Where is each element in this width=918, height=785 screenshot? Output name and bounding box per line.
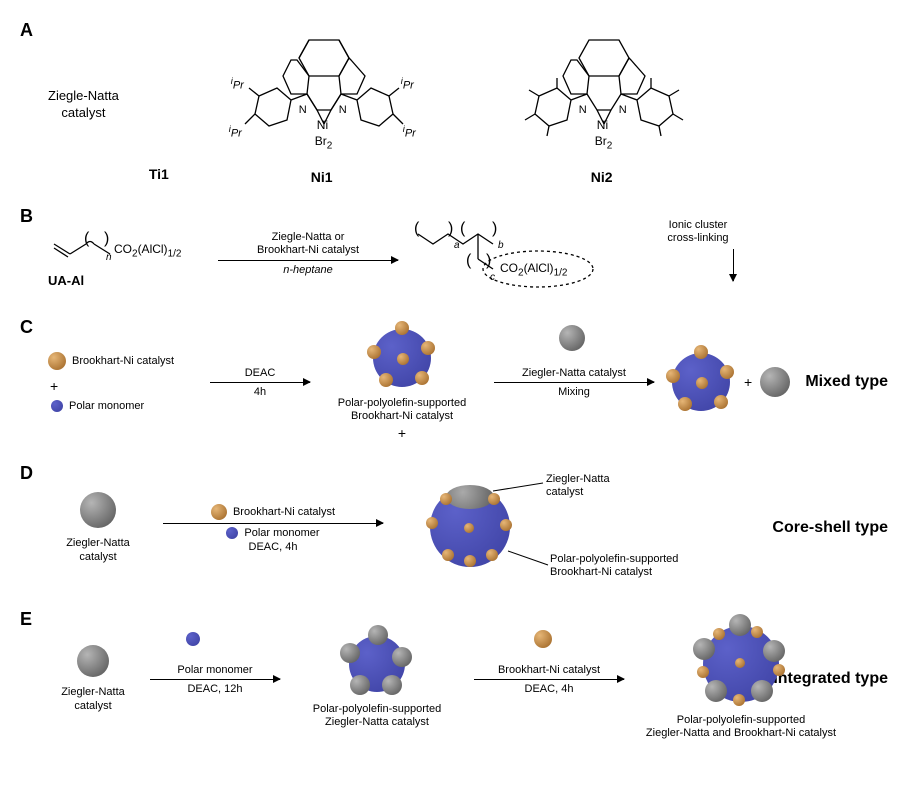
c-center-label: Polar-polyolefin-supported Brookhart-Ni …	[322, 397, 482, 423]
ionic-block: Ionic cluster cross-linking	[638, 219, 758, 289]
zn-catalyst-label: Ziegle-Natta catalyst	[48, 88, 119, 122]
e-start: Ziegler-Natta catalyst	[48, 645, 138, 712]
legend-polar: Polar monomer	[69, 400, 144, 412]
panel-letter-d: D	[20, 463, 33, 484]
ni1-ipr-4: iPr	[403, 124, 416, 140]
ni1-ipr-2: iPr	[229, 124, 242, 140]
arrow-c1: DEAC 4h	[210, 367, 310, 398]
sub-c: c	[490, 272, 495, 283]
polymer-product: ( ) a ( ) b ( ) c CO2(AlCl)1/2	[408, 214, 628, 294]
ni1-n-l: N	[299, 104, 307, 116]
core-shell-particle: Ziegler-Natta catalyst Polar-polyolefin-…	[398, 473, 678, 583]
e-start-label: Ziegler-Natta catalyst	[48, 686, 138, 712]
ni1-svg	[199, 28, 449, 183]
ni1-ipr-1: iPr	[231, 76, 244, 92]
e-arr1-top: Polar monomer	[150, 664, 280, 676]
arrow-e2: Brookhart-Ni catalyst DEAC, 4h	[474, 664, 624, 695]
plus-center: +	[322, 425, 482, 441]
panel-a: A Ziegle-Natta catalyst Ti1	[20, 20, 898, 190]
brookhart-dot-icon	[48, 352, 66, 370]
panel-c: C Mixed type Brookhart-Ni catalyst + Pol…	[20, 317, 898, 447]
ti1-name: Ti1	[149, 166, 169, 182]
c-result: +	[666, 347, 790, 417]
e-end-label: Polar-polyolefin-supported Ziegler-Natta…	[636, 714, 846, 740]
ua-al-label: UA-Al	[48, 273, 84, 288]
arrow-c1-bot: 4h	[210, 386, 310, 398]
panel-letter-a: A	[20, 20, 33, 41]
arrow-c2-bot: Mixing	[494, 386, 654, 398]
e-arr2-bot: DEAC, 4h	[474, 683, 624, 695]
ni1-n-r: N	[339, 104, 347, 116]
ni1-br2: Br2	[315, 134, 333, 151]
panel-letter-e: E	[20, 609, 32, 630]
d-arrow-bot: DEAC, 4h	[163, 541, 383, 553]
ni2-ni: Ni	[597, 118, 608, 132]
c-center-particle: Polar-polyolefin-supported Brookhart-Ni …	[322, 323, 482, 441]
ni2-svg	[479, 28, 729, 183]
panel-d: D Core-shell type Ziegler-Natta catalyst…	[20, 463, 898, 593]
d-callout2: Polar-polyolefin-supported Brookhart-Ni …	[550, 553, 678, 579]
co2alcl-left: CO2(AlCl)1/2	[114, 242, 181, 259]
plus-legend: +	[50, 378, 196, 394]
polar-dot-icon	[51, 400, 63, 412]
arrow-e1: Polar monomer DEAC, 12h	[150, 664, 280, 695]
e-end: Polar-polyolefin-supported Ziegler-Natta…	[636, 618, 846, 740]
e-arr1-bot: DEAC, 12h	[150, 683, 280, 695]
ni1-name: Ni1	[311, 169, 333, 185]
ni2-name: Ni2	[591, 169, 613, 185]
panel-letter-c: C	[20, 317, 33, 338]
ni2-n-l: N	[579, 104, 587, 116]
ni1-structure: Ni Br2 N N iPr iPr iPr iPr Ni1	[199, 28, 449, 183]
ni1-ni: Ni	[317, 118, 328, 132]
e-mid: Polar-polyolefin-supported Ziegler-Natta…	[292, 629, 462, 729]
d-arrow-top1: Brookhart-Ni catalyst	[233, 506, 335, 518]
d-arrow-top2: Polar monomer	[244, 527, 319, 539]
sub-a: a	[454, 240, 460, 251]
ua-al-monomer: ( ) n CO2(AlCl)1/2 UA-Al	[48, 224, 208, 284]
ni1-ipr-3: iPr	[401, 76, 414, 92]
ni2-br2: Br2	[595, 134, 613, 151]
arrow-c2: Ziegler-Natta catalyst Mixing	[494, 367, 654, 398]
sub-n: n	[106, 252, 112, 263]
arrowB-bottom: n-heptane	[218, 264, 398, 276]
d-start-label: Ziegler-Natta catalyst	[48, 537, 148, 563]
legend-brookhart: Brookhart-Ni catalyst	[72, 355, 174, 367]
panel-b: B ( ) n CO2(AlCl)1/2 UA-Al Ziegle-Nat	[20, 206, 898, 301]
ni2-n-r: N	[619, 104, 627, 116]
arrow-c1-top: DEAC	[210, 367, 310, 379]
panel-b-arrow: Ziegle-Natta or Brookhart-Ni catalyst n-…	[218, 231, 398, 276]
d-start: Ziegler-Natta catalyst	[48, 492, 148, 563]
legend-c: Brookhart-Ni catalyst + Polar monomer	[48, 352, 198, 412]
ni2-structure: Ni Br2 N N Ni2	[479, 28, 729, 183]
ionic-text: Ionic cluster cross-linking	[638, 219, 758, 245]
arrow-c2-top: Ziegler-Natta catalyst	[494, 367, 654, 379]
plus-right: +	[744, 374, 752, 390]
e-arr2-top: Brookhart-Ni catalyst	[474, 664, 624, 676]
co2alcl-right: CO2(AlCl)1/2	[500, 261, 567, 278]
arrowB-top: Ziegle-Natta or Brookhart-Ni catalyst	[218, 231, 398, 257]
arrow-d: Brookhart-Ni catalyst Polar monomer DEAC…	[163, 504, 383, 553]
d-callout1: Ziegler-Natta catalyst	[546, 473, 610, 499]
panel-letter-b: B	[20, 206, 33, 227]
e-mid-label: Polar-polyolefin-supported Ziegler-Natta…	[292, 703, 462, 729]
sub-b: b	[498, 240, 504, 251]
panel-e: E Integrated type Ziegler-Natta catalyst…	[20, 609, 898, 749]
